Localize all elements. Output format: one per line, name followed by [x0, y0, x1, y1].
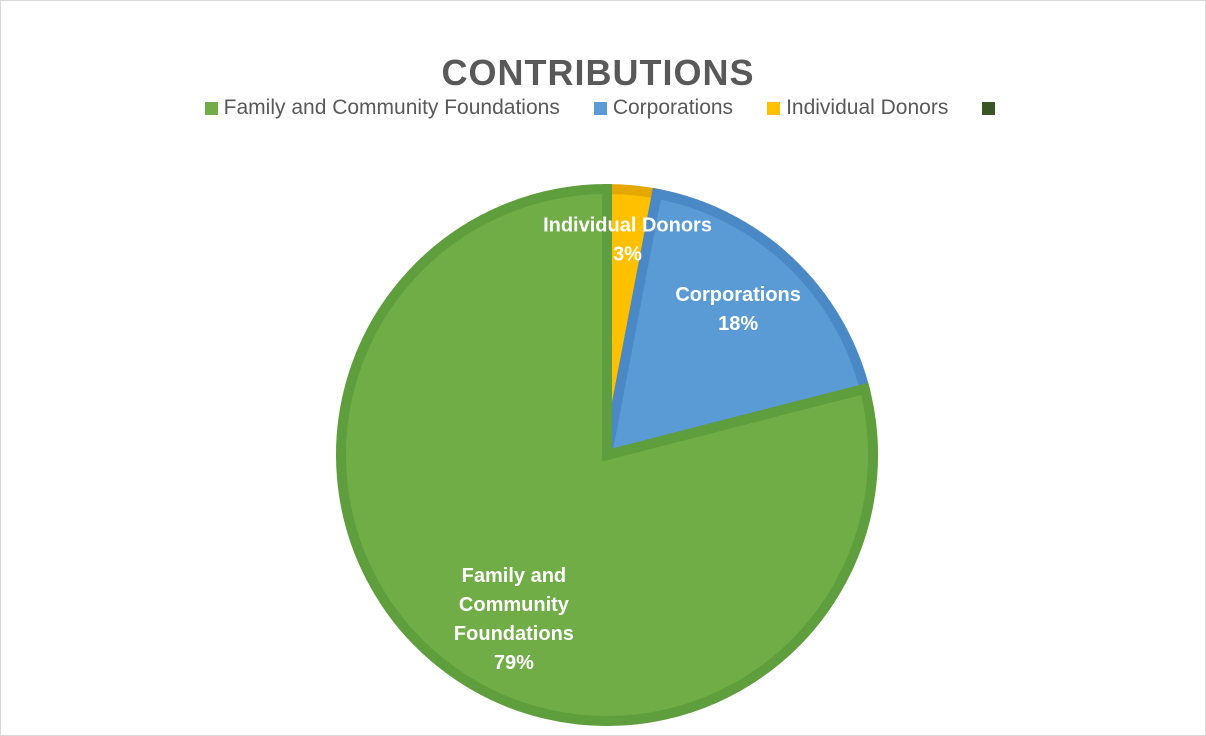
- legend-item-unlabeled: [982, 96, 1001, 120]
- chart-title: CONTRIBUTIONS: [441, 52, 755, 93]
- legend-label-individual-donors: Individual Donors: [786, 96, 949, 119]
- pie-slice-corporations: [600, 187, 871, 462]
- pie-slice-family-and-community-foundations: [336, 183, 878, 726]
- legend-item-individual-donors: Individual Donors: [767, 96, 948, 120]
- legend-swatch-unlabeled: [982, 101, 996, 115]
- legend-swatch-individual-donors: [767, 101, 781, 115]
- legend-swatch-family-foundations: [204, 101, 218, 115]
- chart-legend: Family and Community Foundations Corpora…: [0, 96, 1206, 120]
- legend-swatch-corporations: [593, 101, 607, 115]
- legend-item-family-foundations: Family and Community Foundations: [204, 96, 560, 120]
- data-label-individual-donors: Individual Donors 3%: [543, 214, 712, 265]
- legend-label-family-foundations: Family and Community Foundations: [223, 96, 560, 119]
- legend-label-corporations: Corporations: [612, 96, 734, 119]
- data-label-family-and-community-foundations: Family and Community Foundations 79%: [454, 565, 574, 674]
- legend-item-corporations: Corporations: [593, 96, 734, 120]
- data-label-corporations: Corporations 18%: [675, 284, 801, 335]
